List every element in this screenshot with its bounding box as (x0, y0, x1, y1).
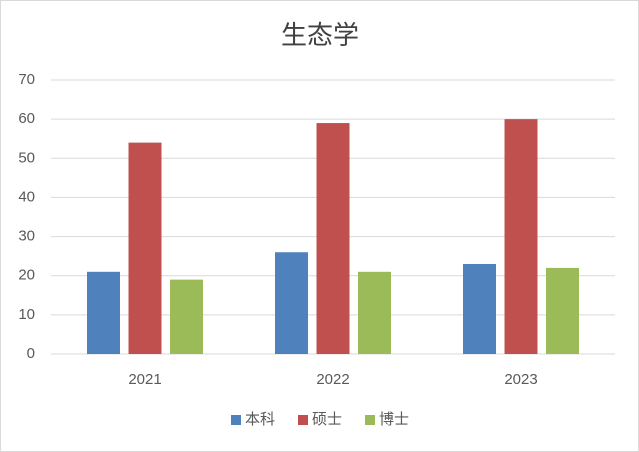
bar (504, 119, 538, 355)
y-tick-label: 60 (18, 110, 35, 127)
chart-title: 生态学 (281, 20, 359, 50)
bar (170, 279, 203, 354)
bar (463, 263, 496, 354)
legend-swatch (365, 415, 375, 425)
bar (546, 267, 579, 354)
legend-label: 博士 (379, 411, 409, 428)
bar (358, 271, 391, 354)
legend-label: 本科 (245, 411, 275, 428)
x-tick-label: 2023 (504, 371, 537, 388)
bar (316, 123, 350, 354)
y-tick-label: 10 (18, 306, 35, 323)
x-tick-label: 2021 (128, 371, 161, 388)
bar (128, 142, 162, 354)
bar (87, 271, 120, 354)
y-tick-label: 0 (27, 345, 35, 362)
y-tick-label: 30 (18, 228, 35, 245)
legend-label: 硕士 (312, 411, 342, 428)
x-tick-label: 2022 (316, 371, 349, 388)
y-tick-label: 20 (18, 267, 35, 284)
legend-swatch (231, 415, 241, 425)
bar (275, 252, 308, 354)
legend-swatch (298, 415, 308, 425)
y-tick-label: 70 (18, 71, 35, 88)
y-tick-label: 40 (18, 188, 35, 205)
y-tick-label: 50 (18, 149, 35, 166)
